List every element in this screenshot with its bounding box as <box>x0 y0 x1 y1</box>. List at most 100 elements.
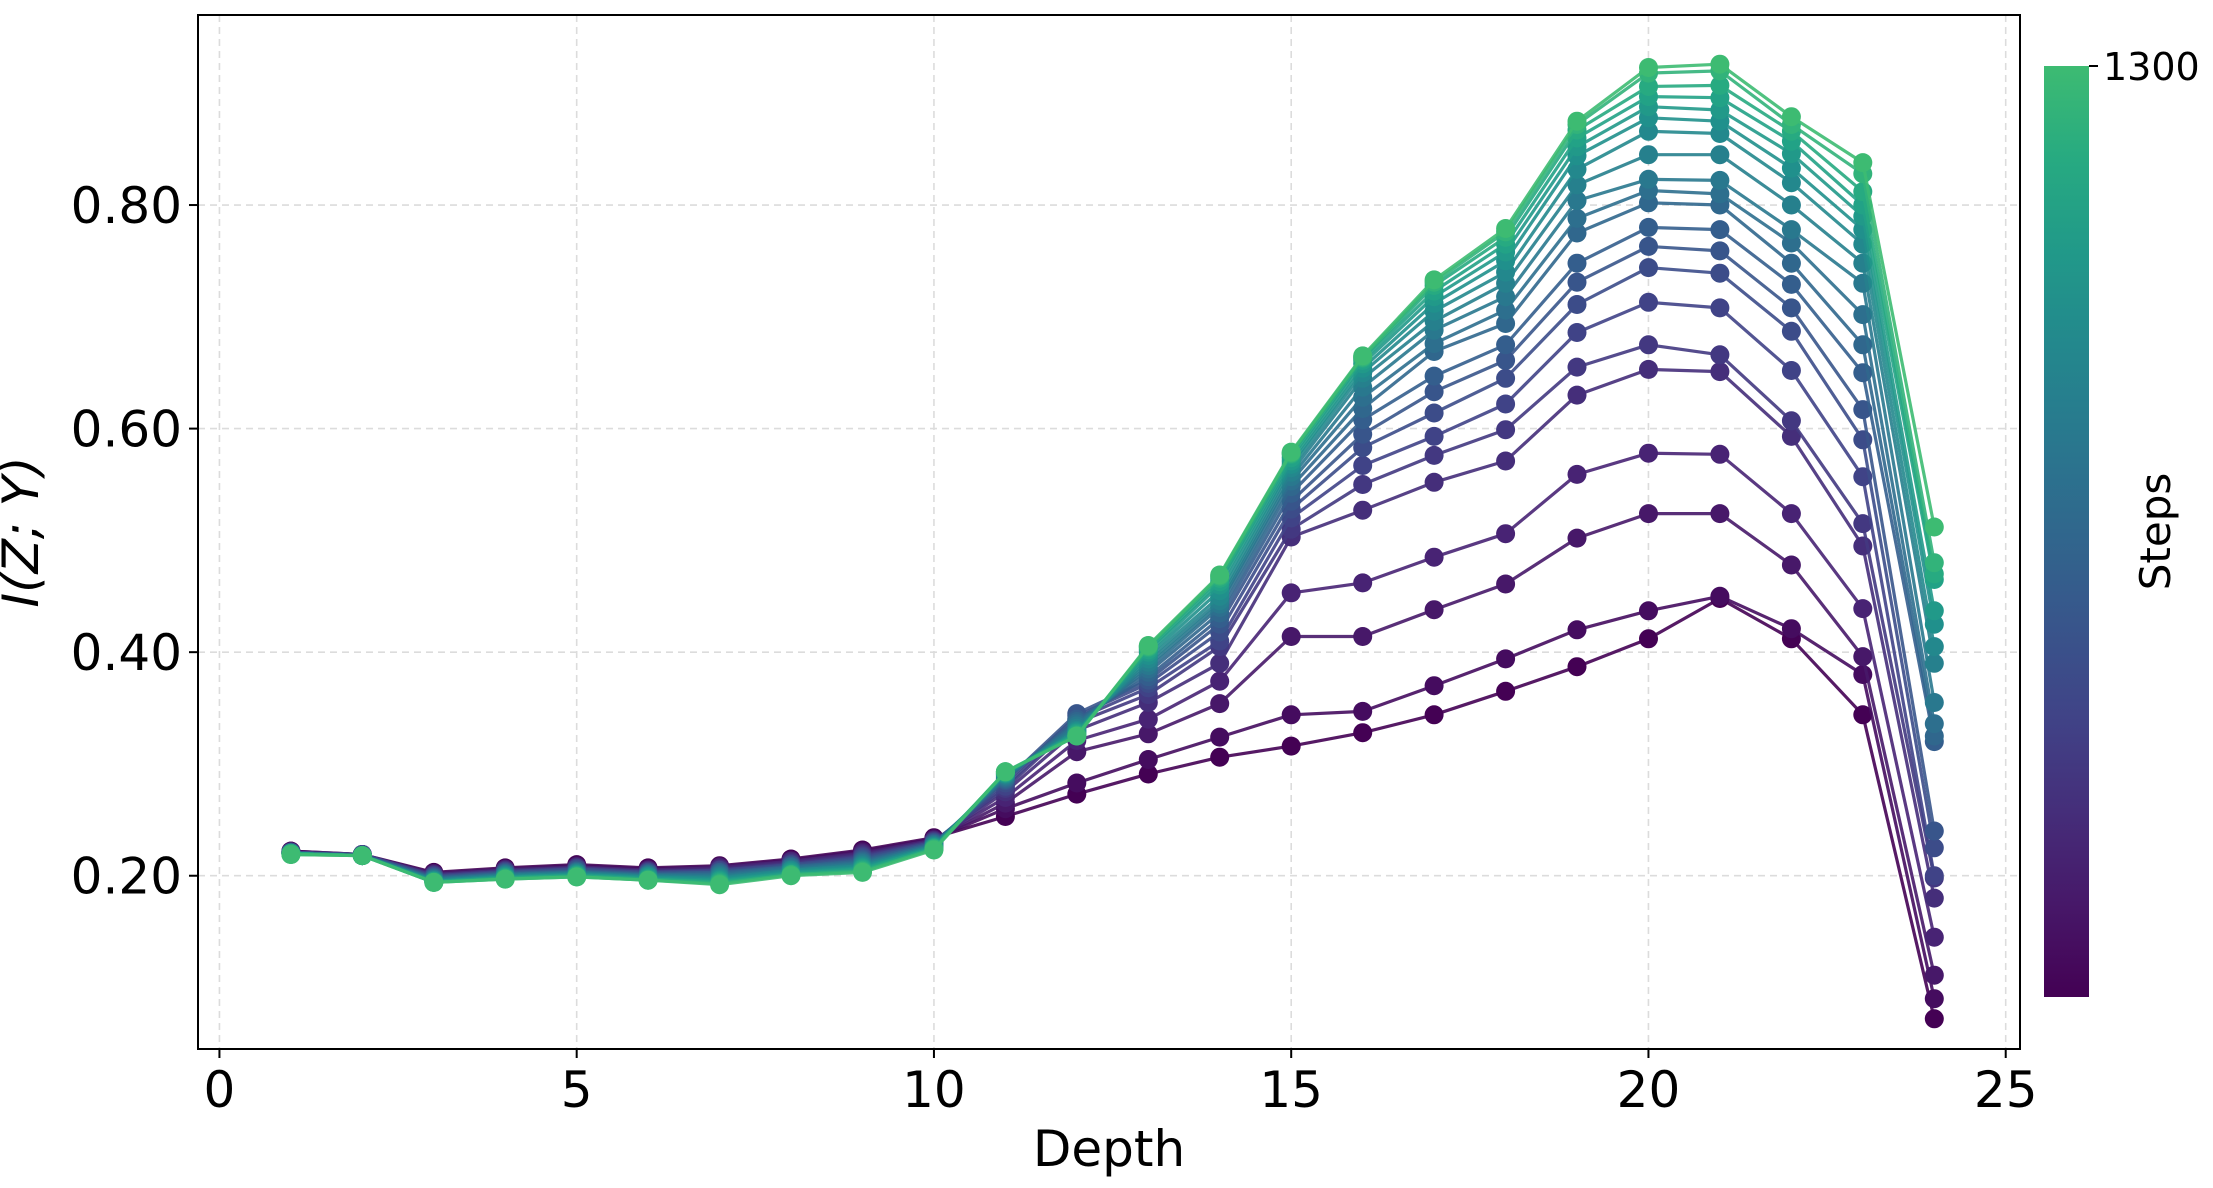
data-point-s6-20 <box>1639 335 1658 355</box>
data-point-s9-19 <box>1567 272 1587 292</box>
data-point-s15-22 <box>1781 173 1801 193</box>
data-point-s2-16 <box>1353 701 1373 721</box>
data-point-s2-13 <box>1138 750 1158 769</box>
data-point-s7-21 <box>1710 298 1730 318</box>
data-point-s10-17 <box>1424 366 1444 386</box>
data-point-s4-19 <box>1567 464 1587 484</box>
data-point-s5-24 <box>1924 888 1944 908</box>
data-point-s2-24 <box>1924 989 1944 1009</box>
data-point-s2-22 <box>1781 619 1801 639</box>
series-line-s18 <box>290 94 1936 883</box>
data-point-s12-22 <box>1781 233 1801 253</box>
data-point-s21-5 <box>567 867 587 887</box>
data-point-s4-24 <box>1924 927 1944 947</box>
data-point-s21-20 <box>1639 58 1658 77</box>
data-point-s3-24 <box>1924 965 1944 985</box>
data-point-s3-13 <box>1138 724 1158 744</box>
data-point-s2-20 <box>1639 601 1658 621</box>
data-point-s9-18 <box>1496 350 1516 370</box>
data-point-s3-18 <box>1496 574 1516 594</box>
series-s21 <box>281 54 1944 895</box>
data-point-s21-2 <box>352 846 372 866</box>
data-point-s12-18 <box>1496 300 1516 320</box>
x-tick-label-4: 20 <box>1617 1061 1681 1119</box>
data-point-s21-6 <box>638 870 658 890</box>
data-point-s8-18 <box>1496 368 1516 388</box>
series-s3 <box>281 504 1944 985</box>
data-point-s2-12 <box>1067 773 1087 793</box>
data-point-s4-23 <box>1853 599 1873 619</box>
series-line-s15 <box>290 129 1936 882</box>
data-point-s11-18 <box>1496 314 1516 333</box>
x-tick-label-2: 10 <box>902 1061 966 1119</box>
data-point-s12-21 <box>1710 184 1730 204</box>
data-point-s21-18 <box>1496 219 1516 238</box>
data-point-s13-19 <box>1567 191 1587 211</box>
data-point-s14-21 <box>1710 145 1730 165</box>
data-point-s14-24 <box>1924 653 1944 673</box>
data-point-s21-21 <box>1710 54 1730 74</box>
data-point-s6-18 <box>1496 420 1516 440</box>
data-point-s4-13 <box>1138 709 1158 729</box>
series-line-s21 <box>290 62 1936 887</box>
axes: 0 5 10 15 20 25 0.20 0.40 0.60 0.80 <box>71 177 2038 1119</box>
data-point-s21-9 <box>853 862 872 882</box>
data-point-s7-16 <box>1353 456 1373 475</box>
data-point-s16-24 <box>1924 614 1944 634</box>
data-point-s21-23 <box>1853 153 1873 173</box>
data-point-s20-24 <box>1924 553 1944 573</box>
series-line-s1 <box>290 596 1936 1020</box>
x-tick-label-0: 0 <box>204 1061 236 1119</box>
data-point-s3-22 <box>1781 555 1801 575</box>
data-point-s14-19 <box>1567 175 1587 195</box>
data-point-s6-19 <box>1567 357 1587 377</box>
series-s9 <box>281 236 1944 887</box>
data-point-s8-17 <box>1424 403 1444 423</box>
data-point-s12-17 <box>1424 334 1444 354</box>
colorbar-gradient <box>2044 66 2089 997</box>
data-point-s10-20 <box>1639 217 1658 237</box>
data-point-s4-14 <box>1210 671 1230 691</box>
data-point-s5-17 <box>1424 472 1444 492</box>
data-point-s8-22 <box>1781 321 1801 341</box>
data-point-s19-21 <box>1710 75 1730 95</box>
series-s16 <box>281 108 1944 891</box>
plot-frame <box>197 14 2021 1050</box>
data-point-s10-21 <box>1710 220 1730 240</box>
data-point-s1-17 <box>1424 705 1444 725</box>
series-s1 <box>281 589 1944 1029</box>
x-tick-label-5: 25 <box>1974 1061 2038 1119</box>
data-point-s8-19 <box>1567 295 1587 314</box>
data-point-s19-20 <box>1639 77 1658 96</box>
data-point-s21-16 <box>1353 346 1373 366</box>
data-point-s2-21 <box>1710 586 1730 606</box>
data-point-s13-20 <box>1639 169 1658 189</box>
data-point-s9-20 <box>1639 236 1658 256</box>
series-s2 <box>281 586 1944 1009</box>
series-line-s3 <box>290 511 1936 976</box>
data-point-s21-17 <box>1424 270 1444 290</box>
series-lines <box>281 54 1944 1029</box>
data-point-s1-15 <box>1281 736 1301 756</box>
colorbar-tick-label-0: 1300 <box>2103 45 2200 89</box>
data-point-s9-21 <box>1710 241 1730 261</box>
data-point-s21-1 <box>281 845 301 864</box>
data-point-s3-17 <box>1424 600 1444 620</box>
y-tick-label-1: 0.40 <box>71 624 182 682</box>
series-line-s7 <box>290 300 1936 878</box>
data-point-s2-17 <box>1424 676 1444 696</box>
series-s13 <box>281 169 1944 889</box>
series-line-s12 <box>290 188 1936 881</box>
data-point-s21-19 <box>1567 111 1587 131</box>
data-point-s8-20 <box>1639 258 1658 278</box>
data-point-s6-21 <box>1710 345 1730 365</box>
data-point-s9-22 <box>1781 298 1801 318</box>
data-point-s3-16 <box>1353 627 1373 646</box>
data-point-s21-11 <box>995 762 1015 782</box>
data-point-s5-19 <box>1567 385 1587 405</box>
data-point-s21-4 <box>495 869 515 889</box>
series-line-s6 <box>290 343 1936 879</box>
series-line-s9 <box>290 244 1936 879</box>
